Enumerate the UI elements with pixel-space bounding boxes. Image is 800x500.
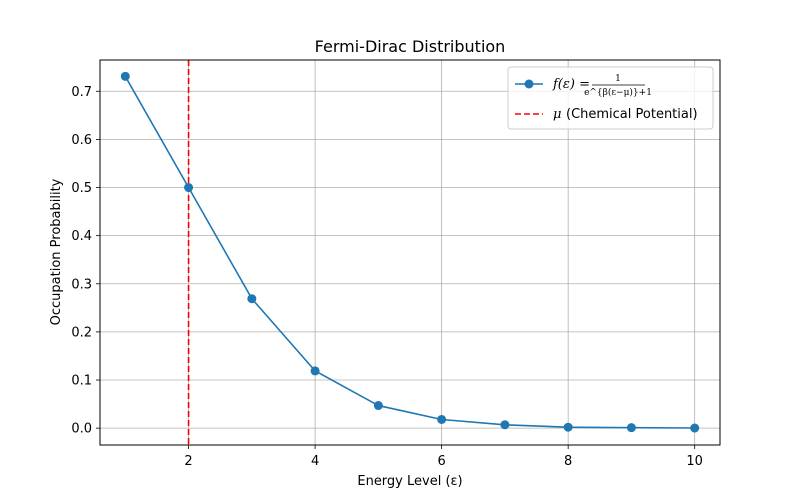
data-point: [373, 401, 383, 411]
legend-series-prefix: f(ε) =: [552, 77, 590, 92]
legend-vline-label: (Chemical Potential): [566, 107, 698, 122]
x-tick-label: 6: [437, 454, 445, 469]
x-axis-ticks: 2 4 6 8 10: [184, 445, 703, 469]
legend-vline-symbol: μ: [553, 107, 561, 122]
y-tick-label: 0.6: [71, 133, 92, 148]
x-axis-title: Energy Level (ε): [357, 474, 462, 489]
y-axis-title: Occupation Probability: [49, 178, 64, 325]
series-line: [124, 75, 695, 429]
plot-frame: [99, 59, 721, 446]
data-point: [184, 183, 194, 193]
legend-box: [507, 66, 714, 130]
legend-series-marker: [524, 79, 534, 89]
data-point: [247, 294, 257, 304]
data-point: [500, 420, 510, 430]
y-tick-label: 0.1: [71, 374, 92, 389]
legend: f(ε) = 1 e^{β(ε−μ)}+1 μ (Chemical Potent…: [507, 66, 714, 130]
chart-title: Fermi-Dirac Distribution: [315, 37, 506, 56]
y-tick-label: 0.4: [71, 229, 92, 244]
y-axis-ticks: 0.0 0.1 0.2 0.3 0.4 0.5 0.6 0.7: [71, 85, 100, 437]
y-tick-label: 0.3: [71, 277, 92, 292]
y-tick-label: 0.7: [71, 85, 92, 100]
data-point: [437, 414, 447, 424]
series: [120, 71, 700, 433]
y-tick-label: 0.2: [71, 325, 92, 340]
data-point: [310, 366, 320, 376]
x-tick-label: 2: [184, 454, 192, 469]
y-tick-label: 0.5: [71, 181, 92, 196]
data-point: [120, 71, 130, 81]
x-tick-label: 10: [686, 454, 703, 469]
x-tick-label: 8: [564, 454, 572, 469]
legend-series-numerator: 1: [615, 74, 621, 84]
data-point: [626, 423, 636, 433]
data-point: [563, 422, 573, 432]
y-tick-label: 0.0: [71, 422, 92, 437]
x-tick-label: 4: [311, 454, 319, 469]
data-point: [690, 423, 700, 433]
legend-series-denominator: e^{β(ε−μ)}+1: [584, 87, 652, 98]
